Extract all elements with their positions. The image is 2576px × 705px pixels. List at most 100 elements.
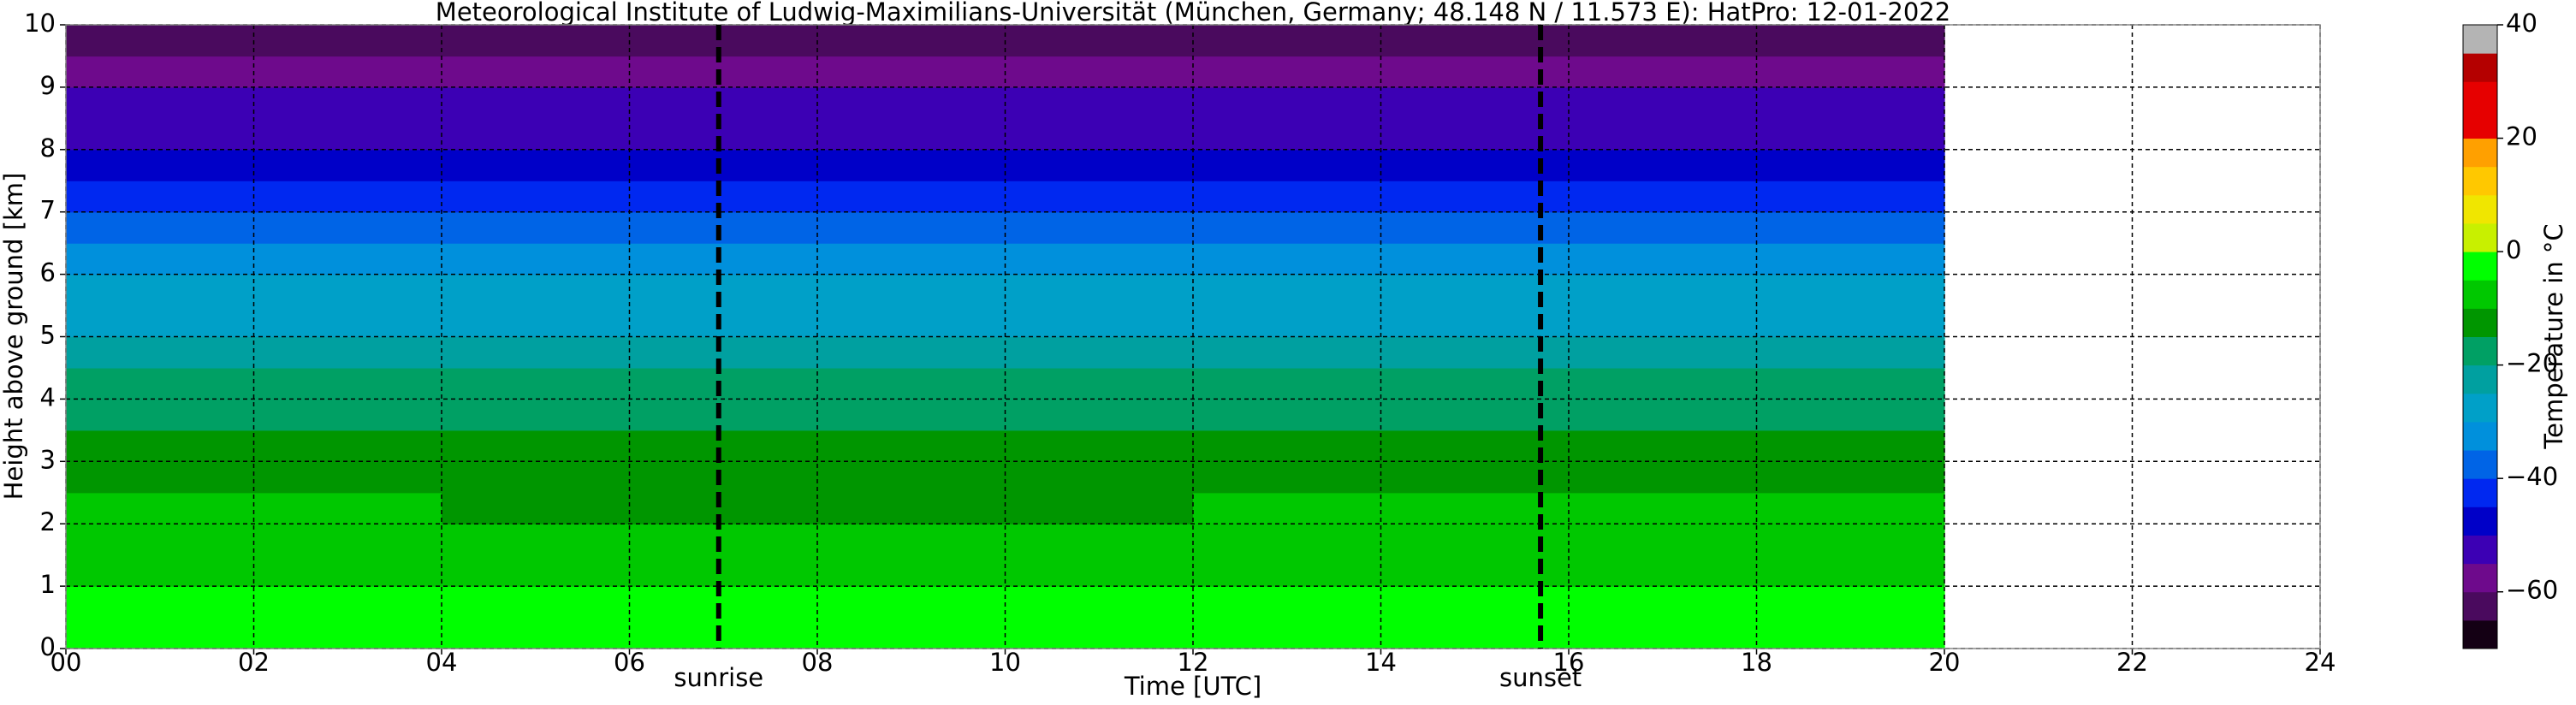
colorbar-segment xyxy=(2463,81,2497,110)
x-tick-label: 14 xyxy=(1365,648,1397,677)
heatmap-cell xyxy=(1380,86,1570,119)
heatmap-cell xyxy=(66,305,255,338)
heatmap-cell xyxy=(1193,430,1382,462)
heatmap-cell xyxy=(1193,336,1382,369)
heatmap-cell xyxy=(1380,461,1570,494)
heatmap-cell xyxy=(442,461,631,494)
heatmap-cell xyxy=(442,524,631,556)
heatmap-cell xyxy=(629,274,818,306)
heatmap-cell xyxy=(1380,586,1570,619)
heatmap-cell xyxy=(1005,149,1194,181)
heatmap-cell xyxy=(66,243,255,275)
heatmap-cell xyxy=(1756,25,1945,57)
heatmap-cell xyxy=(1380,181,1570,213)
heatmap-cell xyxy=(1193,243,1382,275)
heatmap-cell xyxy=(817,586,1006,619)
x-tick-label: 22 xyxy=(2116,648,2148,677)
x-tick-label: 18 xyxy=(1741,648,1772,677)
heatmap-cell xyxy=(1193,586,1382,619)
heatmap-cell xyxy=(1193,86,1382,119)
heatmap-cell xyxy=(1756,399,1945,431)
heatmap-cell xyxy=(1005,617,1194,649)
heatmap-cell xyxy=(629,243,818,275)
colorbar-tick-label: 40 xyxy=(2506,9,2537,38)
heatmap-cell xyxy=(442,492,631,524)
colorbar-segment xyxy=(2463,421,2497,451)
colorbar-segment xyxy=(2463,563,2497,593)
heatmap-cell xyxy=(1193,211,1382,244)
heatmap-cell xyxy=(1005,274,1194,306)
heatmap-cell xyxy=(1193,554,1382,587)
y-tick-label: 6 xyxy=(40,258,56,287)
colorbar-tick-label: 0 xyxy=(2506,235,2521,264)
heatmap-cell xyxy=(253,617,442,649)
colorbar-segment xyxy=(2463,591,2497,621)
heatmap-cell xyxy=(1380,399,1570,431)
colorbar-segment xyxy=(2463,280,2497,309)
heatmap-cell xyxy=(817,367,1006,400)
heatmap-cell xyxy=(1756,86,1945,119)
heatmap-cell xyxy=(1380,149,1570,181)
heatmap-cell xyxy=(442,118,631,151)
heatmap-cell xyxy=(1005,25,1194,57)
heatmap-cell xyxy=(1569,461,1758,494)
heatmap-cell xyxy=(817,274,1006,306)
y-tick-label: 5 xyxy=(40,321,56,350)
heatmap-cell xyxy=(1380,430,1570,462)
heatmap-cell xyxy=(1193,25,1382,57)
heatmap-cell xyxy=(1193,617,1382,649)
heatmap-cell xyxy=(1569,554,1758,587)
colorbar-tick-label: −20 xyxy=(2506,349,2558,378)
heatmap-cell xyxy=(1756,367,1945,400)
x-tick-label: 02 xyxy=(238,648,270,677)
x-tick-label: 16 xyxy=(1553,648,1585,677)
heatmap-cell xyxy=(1756,149,1945,181)
x-tick-label: 08 xyxy=(802,648,834,677)
x-tick-label: 20 xyxy=(1929,648,1961,677)
heatmap-cell xyxy=(442,586,631,619)
heatmap-cell xyxy=(1569,211,1758,244)
heatmap-cell xyxy=(442,181,631,213)
colorbar-segment xyxy=(2463,619,2497,649)
heatmap-cell xyxy=(253,274,442,306)
heatmap-cell xyxy=(442,367,631,400)
heatmap-cell xyxy=(1380,56,1570,88)
heatmap-cell xyxy=(66,586,255,619)
heatmap-cell xyxy=(66,86,255,119)
heatmap-cell xyxy=(1193,367,1382,400)
heatmap-cell xyxy=(253,461,442,494)
heatmap-cell xyxy=(1193,399,1382,431)
heatmap-cell xyxy=(629,492,818,524)
x-tick-label: 04 xyxy=(426,648,458,677)
heatmap-cell xyxy=(253,243,442,275)
heatmap-cell xyxy=(629,586,818,619)
y-tick-label: 8 xyxy=(40,133,56,163)
colorbar-segment xyxy=(2463,478,2497,507)
heatmap-cell xyxy=(629,430,818,462)
colorbar-segment xyxy=(2463,222,2497,252)
heatmap-cell xyxy=(817,492,1006,524)
heatmap-cell xyxy=(1005,367,1194,400)
heatmap-cell xyxy=(442,86,631,119)
heatmap-cell xyxy=(66,367,255,400)
colorbar-segment xyxy=(2463,166,2497,196)
heatmap-cell xyxy=(66,554,255,587)
colorbar-segment xyxy=(2463,507,2497,536)
heatmap-cell xyxy=(1005,524,1194,556)
heatmap-cell xyxy=(1756,211,1945,244)
y-tick-label: 2 xyxy=(40,507,56,536)
heatmap-cell xyxy=(1380,554,1570,587)
heatmap-cell xyxy=(253,25,442,57)
heatmap-cell xyxy=(253,430,442,462)
colorbar-segment xyxy=(2463,53,2497,82)
heatmap-cell xyxy=(442,211,631,244)
heatmap-cell xyxy=(1005,181,1194,213)
heatmap-cell xyxy=(66,461,255,494)
heatmap-cell xyxy=(1569,524,1758,556)
heatmap-cell xyxy=(1569,274,1758,306)
heatmap-cell xyxy=(1380,274,1570,306)
heatmap-cell xyxy=(1756,430,1945,462)
heatmap-cell xyxy=(442,243,631,275)
heatmap-cell xyxy=(1005,554,1194,587)
heatmap-cell xyxy=(253,118,442,151)
